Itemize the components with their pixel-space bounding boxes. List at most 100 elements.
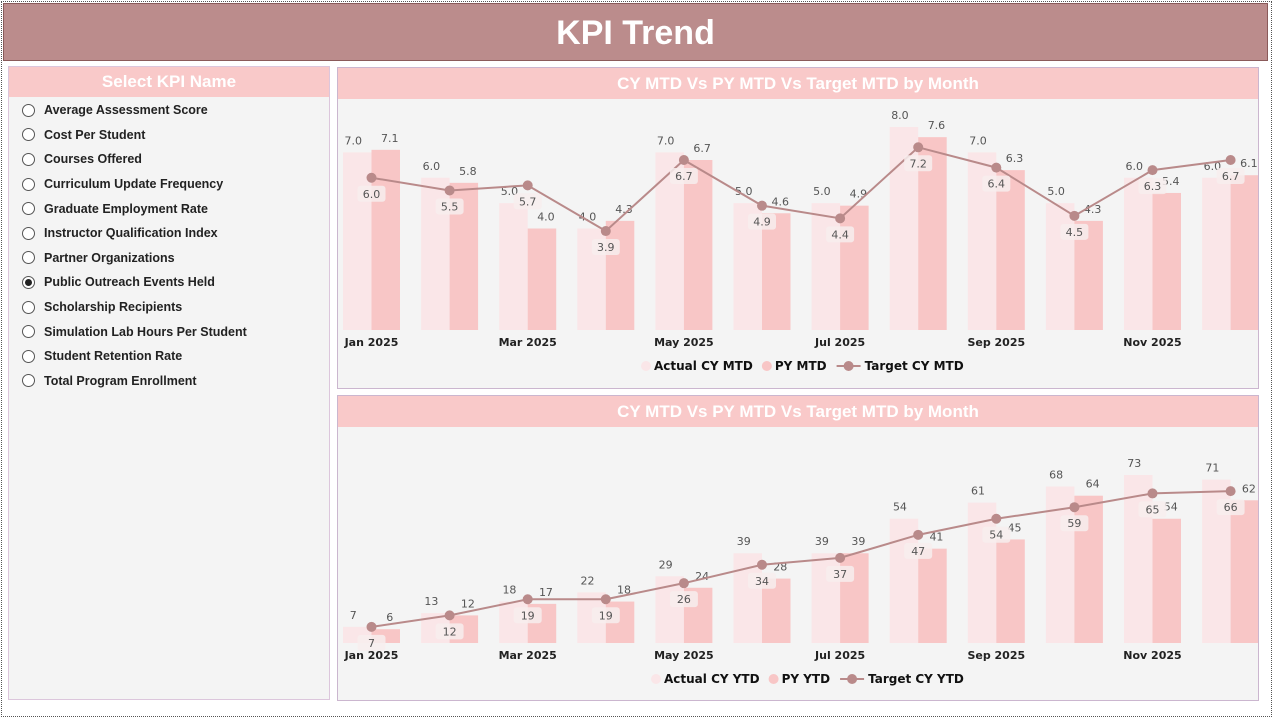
py-data-label: 64 — [1086, 478, 1100, 491]
kpi-option[interactable]: Curriculum Update Frequency — [9, 172, 329, 197]
target-data-label: 4.5 — [1066, 226, 1084, 239]
actual-data-label: 68 — [1049, 469, 1063, 482]
target-label-bg — [669, 167, 698, 184]
target-label-bg — [1060, 223, 1089, 240]
actual-bar — [343, 152, 372, 330]
chart-title: CY MTD Vs PY MTD Vs Target MTD by Month — [338, 396, 1258, 427]
target-label-bg — [982, 175, 1011, 192]
legend-marker-icon — [761, 361, 772, 371]
radio-icon[interactable] — [22, 202, 35, 216]
target-label-bg — [435, 623, 464, 640]
target-point — [991, 162, 1002, 173]
target-point — [522, 180, 533, 191]
py-bar — [762, 213, 791, 330]
kpi-option[interactable]: Partner Organizations — [9, 246, 329, 271]
mtd-chart-panel: CY MTD Vs PY MTD Vs Target MTD by Month … — [337, 67, 1260, 389]
target-label-bg — [904, 155, 933, 172]
actual-data-label: 13 — [424, 595, 438, 608]
x-tick-label: May 2025 — [654, 336, 714, 349]
kpi-option[interactable]: Student Retention Rate — [9, 344, 329, 369]
radio-icon[interactable] — [22, 300, 35, 314]
radio-icon[interactable] — [22, 251, 35, 265]
target-data-label: 6.0 — [363, 188, 381, 201]
actual-bar — [1045, 486, 1075, 643]
target-point — [757, 559, 767, 570]
target-label-bg — [591, 239, 620, 256]
kpi-option[interactable]: Simulation Lab Hours Per Student — [9, 319, 329, 344]
x-tick-label: Jan 2025 — [344, 649, 399, 662]
target-point — [835, 552, 846, 563]
legend-label: Target CY MTD — [865, 359, 964, 373]
actual-data-label: 61 — [971, 485, 985, 498]
kpi-option[interactable]: Instructor Qualification Index — [9, 221, 329, 246]
target-line — [371, 146, 1231, 233]
target-data-label: 6.7 — [675, 170, 693, 183]
target-data-label: 54 — [989, 529, 1003, 542]
target-label-bg — [435, 198, 464, 215]
x-tick-label: Mar 2025 — [499, 336, 557, 349]
target-point — [678, 578, 689, 589]
actual-bar — [967, 502, 997, 643]
actual-data-label: 8.0 — [891, 109, 909, 122]
radio-icon[interactable] — [22, 128, 35, 142]
py-bar — [996, 170, 1025, 330]
kpi-option[interactable]: Cost Per Student — [9, 123, 329, 148]
target-data-label: 6.4 — [988, 178, 1006, 191]
target-point — [366, 172, 377, 183]
x-tick-label: Sep 2025 — [967, 649, 1025, 662]
kpi-option[interactable]: Total Program Enrollment — [9, 369, 329, 394]
target-label-bg — [357, 185, 386, 202]
kpi-option[interactable]: Courses Offered — [9, 147, 329, 172]
py-bar — [918, 548, 947, 643]
py-bar — [605, 220, 635, 330]
chart-title: CY MTD Vs PY MTD Vs Target MTD by Month — [338, 68, 1258, 99]
actual-bar — [1045, 203, 1075, 330]
target-data-label: 19 — [599, 609, 613, 622]
target-data-label: 5.5 — [441, 200, 459, 213]
radio-icon[interactable] — [22, 349, 35, 363]
x-tick-label: Jan 2025 — [344, 336, 399, 349]
target-point — [1225, 154, 1236, 165]
radio-icon[interactable] — [22, 226, 35, 240]
actual-bar — [1202, 177, 1231, 330]
py-data-label: 6.7 — [693, 142, 711, 155]
target-point — [366, 621, 377, 632]
radio-icon[interactable] — [22, 275, 35, 289]
ytd-chart-panel: CY MTD Vs PY MTD Vs Target MTD by Month … — [337, 395, 1260, 701]
legend-label: Actual CY MTD — [654, 359, 753, 373]
target-point — [991, 513, 1002, 524]
py-data-label: 6.1 — [1240, 157, 1258, 170]
target-label-bg — [1216, 167, 1245, 184]
actual-data-label: 71 — [1205, 462, 1219, 475]
radio-icon[interactable] — [22, 177, 35, 191]
legend-label: Actual CY YTD — [664, 672, 760, 686]
target-point — [444, 185, 455, 196]
target-data-label: 34 — [755, 575, 769, 588]
py-bar — [1230, 500, 1260, 643]
x-tick-label: Jul 2025 — [814, 649, 865, 662]
target-point — [1069, 502, 1080, 513]
target-point — [522, 594, 533, 605]
radio-icon[interactable] — [22, 374, 35, 388]
actual-bar — [1124, 177, 1153, 330]
legend-marker-icon — [847, 674, 858, 684]
actual-data-label: 4.0 — [579, 211, 597, 224]
kpi-option[interactable]: Scholarship Recipients — [9, 295, 329, 320]
py-data-label: 41 — [929, 531, 943, 544]
x-tick-label: Nov 2025 — [1123, 336, 1181, 349]
page-title: KPI Trend — [3, 3, 1268, 61]
target-data-label: 6.3 — [1144, 180, 1162, 193]
radio-icon[interactable] — [22, 325, 35, 339]
radio-icon[interactable] — [22, 103, 35, 117]
kpi-option-label: Student Retention Rate — [44, 349, 183, 364]
py-data-label: 6 — [386, 611, 393, 624]
kpi-option[interactable]: Average Assessment Score — [9, 98, 329, 123]
x-tick-label: Mar 2025 — [499, 649, 557, 662]
kpi-option[interactable]: Graduate Employment Rate — [9, 196, 329, 221]
kpi-option[interactable]: Public Outreach Events Held — [9, 270, 329, 295]
target-label-bg — [513, 607, 542, 624]
radio-icon[interactable] — [22, 152, 35, 166]
kpi-option-label: Curriculum Update Frequency — [44, 177, 224, 192]
